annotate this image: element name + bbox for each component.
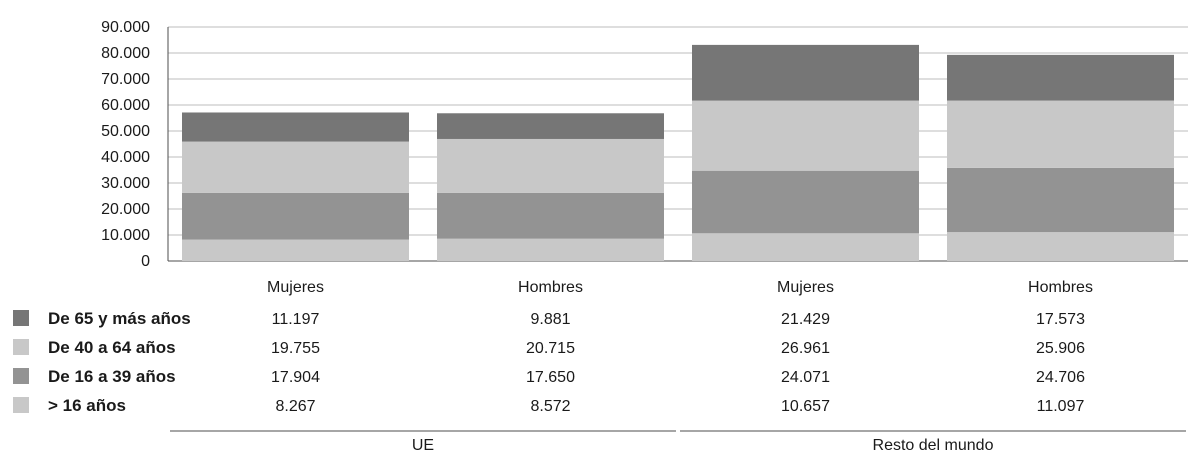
y-tick-label: 0 xyxy=(141,253,150,270)
bar-segment xyxy=(947,167,1174,233)
table-cell-value: 24.071 xyxy=(781,369,830,386)
y-tick-label: 30.000 xyxy=(101,175,150,192)
y-axis: 0 10.000 20.000 30.000 40.000 50.000 60.000 70.… xyxy=(101,19,169,270)
y-tick-label: 10.000 xyxy=(101,227,150,244)
table-cell-value: 25.906 xyxy=(1036,340,1085,357)
bar-segment xyxy=(182,112,409,142)
bars xyxy=(182,44,1174,261)
legend-label: De 16 a 39 años xyxy=(48,367,176,386)
legend-label: > 16 años xyxy=(48,396,126,415)
y-tick-label: 80.000 xyxy=(101,45,150,62)
table-cell-value: 21.429 xyxy=(781,311,830,328)
bar-segment xyxy=(692,233,919,261)
legend-label: De 65 y más años xyxy=(48,309,191,328)
bar-segment xyxy=(947,100,1174,168)
table-cell-value: 20.715 xyxy=(526,340,575,357)
table-cell-value: 24.706 xyxy=(1036,369,1085,386)
bar-segment xyxy=(182,192,409,240)
y-tick-label: 70.000 xyxy=(101,71,150,88)
bar-segment xyxy=(437,138,664,193)
table-cell-value: 19.755 xyxy=(271,340,320,357)
bar-segment xyxy=(182,141,409,193)
table-cell-value: 9.881 xyxy=(530,311,570,328)
category-label: Mujeres xyxy=(267,279,324,296)
legend-swatch xyxy=(13,397,29,413)
bar-segment xyxy=(947,232,1174,261)
bar-segment xyxy=(182,239,409,261)
bar-segment xyxy=(437,238,664,261)
category-label: Hombres xyxy=(1028,279,1093,296)
legend-swatch xyxy=(13,339,29,355)
table-cell-value: 8.267 xyxy=(275,398,315,415)
bar-segment xyxy=(437,192,664,239)
bar-segment xyxy=(692,44,919,101)
table-cell-value: 26.961 xyxy=(781,340,830,357)
bar-segment xyxy=(437,113,664,139)
y-tick-label: 90.000 xyxy=(101,19,150,36)
legend-swatch xyxy=(13,368,29,384)
table-cell-value: 8.572 xyxy=(530,398,570,415)
y-tick-label: 50.000 xyxy=(101,123,150,140)
table-cell-value: 17.904 xyxy=(271,369,320,386)
table-cell-value: 10.657 xyxy=(781,398,830,415)
y-tick-label: 60.000 xyxy=(101,97,150,114)
table-cell-value: 11.097 xyxy=(1037,398,1085,415)
table-cell-value: 17.573 xyxy=(1036,311,1085,328)
bar-segment xyxy=(692,100,919,171)
y-tick-label: 40.000 xyxy=(101,149,150,166)
table-cell-value: 11.197 xyxy=(272,311,320,328)
category-label: Hombres xyxy=(518,279,583,296)
legend-swatch xyxy=(13,310,29,326)
data-table: De 65 y más años 11.197 9.881 21.429 17.573 D… xyxy=(13,309,1085,415)
group-label: UE xyxy=(412,437,434,454)
bar-segment xyxy=(692,170,919,234)
bar-segment xyxy=(947,54,1174,101)
table-cell-value: 17.650 xyxy=(526,369,575,386)
category-labels: Mujeres Hombres Mujeres Hombres xyxy=(267,279,1093,296)
group-label: Resto del mundo xyxy=(873,437,994,454)
y-tick-label: 20.000 xyxy=(101,201,150,218)
legend-label: De 40 a 64 años xyxy=(48,338,176,357)
category-label: Mujeres xyxy=(777,279,834,296)
group-labels: UE Resto del mundo xyxy=(170,430,1186,454)
